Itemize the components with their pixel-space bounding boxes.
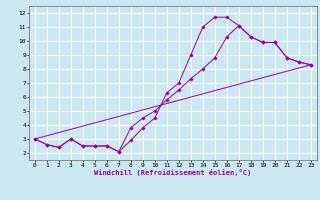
X-axis label: Windchill (Refroidissement éolien,°C): Windchill (Refroidissement éolien,°C) [94, 169, 252, 176]
